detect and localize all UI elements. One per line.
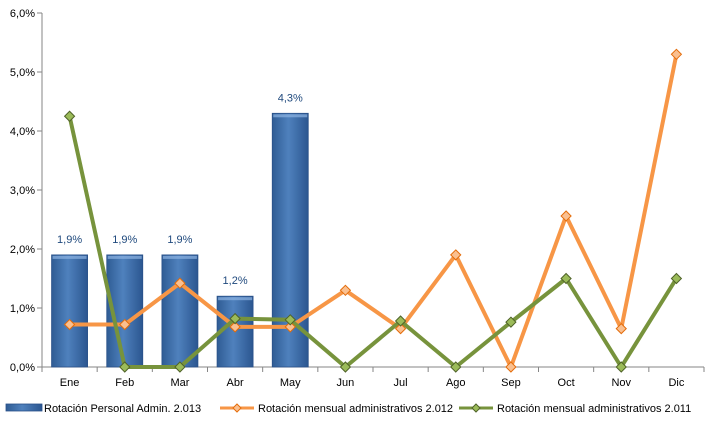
series-marker [229, 321, 241, 333]
series-marker [63, 110, 76, 122]
series-line [67, 52, 679, 369]
series-marker [339, 361, 352, 373]
bar-data-label: 1,9% [112, 234, 137, 246]
bar-highlight [162, 255, 197, 259]
series-marker [394, 315, 407, 327]
x-tick-label: Sep [501, 377, 521, 389]
bar-data-label: 1,2% [223, 275, 248, 287]
bar-data-label: 4,3% [278, 92, 303, 104]
bar [51, 254, 88, 368]
series-marker [560, 272, 572, 285]
bar-series [51, 112, 309, 368]
bar [161, 254, 199, 368]
bar-highlight [107, 255, 142, 259]
series-marker [119, 361, 131, 373]
y-axis: 0,0% 1,0% 2,0% 3,0% 4,0% 5,0% 6,0% [10, 8, 43, 374]
y-tick-label: 0,0% [10, 362, 35, 374]
series-line [67, 114, 679, 369]
y-tick-label: 4,0% [10, 126, 35, 138]
series-marker [615, 322, 627, 335]
series-marker [670, 272, 683, 285]
series-marker [63, 318, 76, 331]
series-marker [174, 277, 186, 289]
series-marker [229, 312, 241, 325]
bar-data-label: 1,9% [167, 234, 192, 246]
series-marker [670, 48, 683, 61]
x-tick-label: Nov [611, 377, 631, 389]
series-marker [505, 316, 517, 328]
y-tick-label: 6,0% [10, 8, 35, 20]
y-tick-label: 1,0% [10, 303, 35, 315]
series-marker [174, 361, 186, 373]
bar-data-label: 1,9% [57, 234, 82, 246]
y-tick-label: 2,0% [10, 244, 35, 256]
series-marker [284, 314, 296, 326]
series-marker [450, 249, 462, 261]
legend: Rotación Personal Admin. 2.013 Rotación m… [5, 403, 691, 415]
x-axis: Ene Feb Mar Abr May Jun Jul Ago Sep Oct Nov Dic [41, 366, 705, 389]
x-tick-label: May [280, 377, 301, 389]
series-marker [560, 210, 572, 222]
x-tick-label: Ago [446, 377, 466, 389]
series-marker [615, 361, 627, 373]
series-marker [119, 318, 131, 331]
x-tick-label: Feb [115, 377, 134, 389]
legend-label: Rotación mensual administrativos 2.012 [258, 403, 453, 415]
series-marker [339, 284, 352, 297]
bar-highlight [273, 114, 308, 118]
x-tick-label: Oct [558, 377, 575, 389]
series-marker [284, 321, 296, 333]
legend-label: Rotación Personal Admin. 2.013 [44, 403, 201, 415]
y-tick-label: 5,0% [10, 67, 35, 79]
legend-marker [232, 403, 242, 413]
legend-swatch [5, 403, 43, 412]
series-marker [450, 361, 462, 373]
x-tick-label: Mar [170, 377, 189, 389]
series-marker [505, 361, 517, 373]
x-tick-label: Abr [227, 377, 244, 389]
bar-highlight [52, 255, 87, 259]
x-tick-label: Jul [394, 377, 408, 389]
bar-highlight [218, 297, 253, 301]
series-marker [394, 322, 407, 335]
x-tick-label: Dic [668, 377, 684, 389]
x-tick-label: Jun [337, 377, 355, 389]
line-series [63, 48, 683, 373]
x-tick-label: Ene [60, 377, 80, 389]
y-tick-label: 3,0% [10, 185, 35, 197]
legend-marker [471, 403, 481, 413]
legend-label: Rotación mensual administrativos 2.011 [497, 403, 691, 415]
bar-data-labels: 1,9% 1,9% 1,9% 1,2% 4,3% [57, 92, 303, 287]
